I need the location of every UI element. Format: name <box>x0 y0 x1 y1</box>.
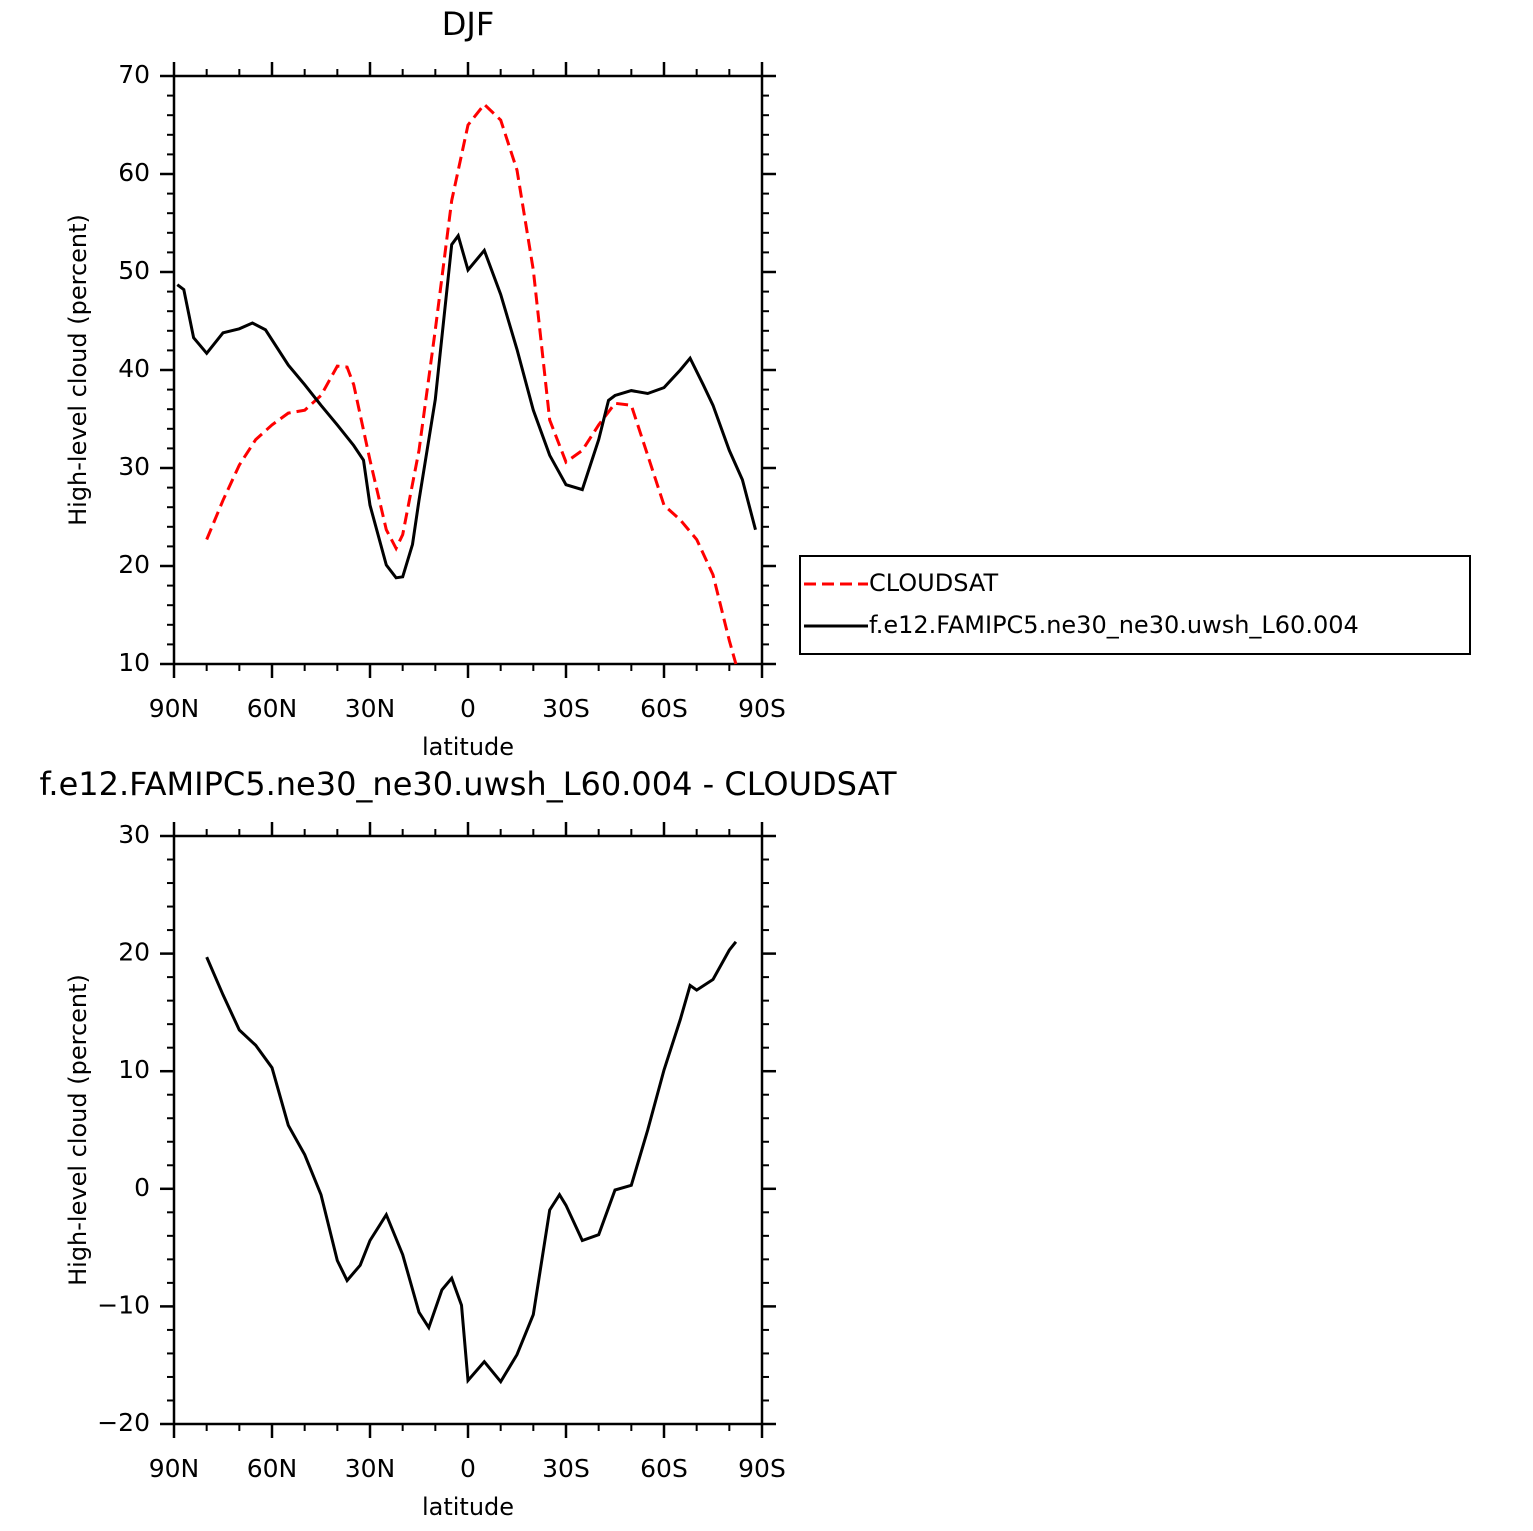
legend-label: f.e12.FAMIPC5.ne30_ne30.uwsh_L60.004 <box>869 611 1359 639</box>
x-tick-label: 90N <box>149 694 200 723</box>
x-tick-label: 30N <box>345 694 396 723</box>
chart-title: f.e12.FAMIPC5.ne30_ne30.uwsh_L60.004 - C… <box>39 765 897 803</box>
plot-frame <box>172 74 764 666</box>
y-tick-label: 70 <box>118 60 150 89</box>
data-line <box>205 940 738 1385</box>
y-tick-label: 50 <box>118 256 150 285</box>
y-tick-label: 40 <box>118 354 150 383</box>
y-axis-title: High-level cloud (percent) <box>64 974 92 1286</box>
x-tick-label: 30S <box>542 1454 590 1483</box>
y-tick-label: 20 <box>118 938 150 967</box>
y-axis-title: High-level cloud (percent) <box>64 214 92 526</box>
x-tick-label: 0 <box>460 694 476 723</box>
x-axis-title: latitude <box>422 1493 514 1521</box>
y-tick-label: 30 <box>118 452 150 481</box>
legend-label: CLOUDSAT <box>869 569 998 597</box>
y-tick-label: 60 <box>118 158 150 187</box>
x-tick-label: 60S <box>640 1454 688 1483</box>
y-tick-label: 10 <box>118 1055 150 1084</box>
x-tick-label: 90S <box>738 1454 786 1483</box>
x-tick-label: 60N <box>247 694 298 723</box>
y-tick-label: 0 <box>134 1173 150 1202</box>
y-tick-label: 10 <box>118 648 150 677</box>
data-line <box>176 232 757 580</box>
y-tick-label: 30 <box>118 820 150 849</box>
y-tick-label: −20 <box>97 1408 150 1437</box>
legend-box <box>799 555 1471 655</box>
data-line <box>205 102 738 665</box>
plot-frame <box>172 834 764 1426</box>
x-tick-label: 60S <box>640 694 688 723</box>
x-tick-label: 90S <box>738 694 786 723</box>
x-tick-label: 30N <box>345 1454 396 1483</box>
chart-title: DJF <box>442 5 494 43</box>
y-tick-label: −10 <box>97 1290 150 1319</box>
x-tick-label: 30S <box>542 694 590 723</box>
x-tick-label: 0 <box>460 1454 476 1483</box>
x-tick-label: 60N <box>247 1454 298 1483</box>
x-tick-label: 90N <box>149 1454 200 1483</box>
y-tick-label: 20 <box>118 550 150 579</box>
x-axis-title: latitude <box>422 733 514 761</box>
